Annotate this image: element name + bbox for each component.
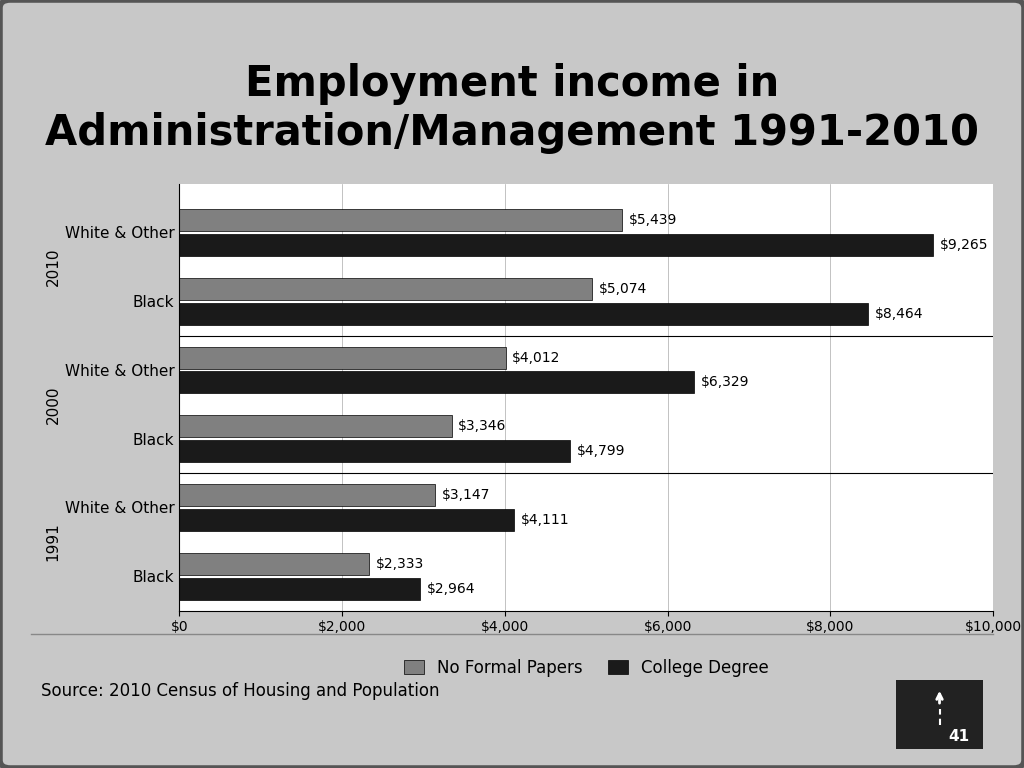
Text: $5,439: $5,439 [629,213,677,227]
Text: $6,329: $6,329 [701,376,750,389]
Text: Employment income in
Administration/Management 1991-2010: Employment income in Administration/Mana… [45,63,979,154]
Text: $8,464: $8,464 [874,306,924,320]
Text: 41: 41 [948,729,970,744]
Text: $5,074: $5,074 [599,282,647,296]
Bar [179,209,622,231]
Text: 1991: 1991 [45,522,60,561]
Bar [179,578,421,600]
Bar [179,233,934,256]
Text: Source: 2010 Census of Housing and Population: Source: 2010 Census of Housing and Popul… [41,682,439,700]
Bar [179,371,694,393]
Legend: No Formal Papers, College Degree: No Formal Papers, College Degree [397,652,775,684]
Bar [179,415,452,437]
Bar [179,440,570,462]
Text: $3,346: $3,346 [458,419,507,433]
Bar [179,509,514,531]
Bar [179,278,592,300]
Text: $4,111: $4,111 [520,513,569,527]
Bar [179,484,435,506]
Bar [179,553,369,574]
Bar [179,346,506,369]
Text: $2,333: $2,333 [376,557,424,571]
Bar [179,303,868,325]
Text: $3,147: $3,147 [442,488,490,502]
Text: 2010: 2010 [45,247,60,286]
Text: $4,799: $4,799 [577,444,625,458]
Text: $9,265: $9,265 [940,238,988,252]
Text: $2,964: $2,964 [427,581,475,595]
Text: $4,012: $4,012 [512,350,561,365]
Text: 2000: 2000 [45,385,60,424]
